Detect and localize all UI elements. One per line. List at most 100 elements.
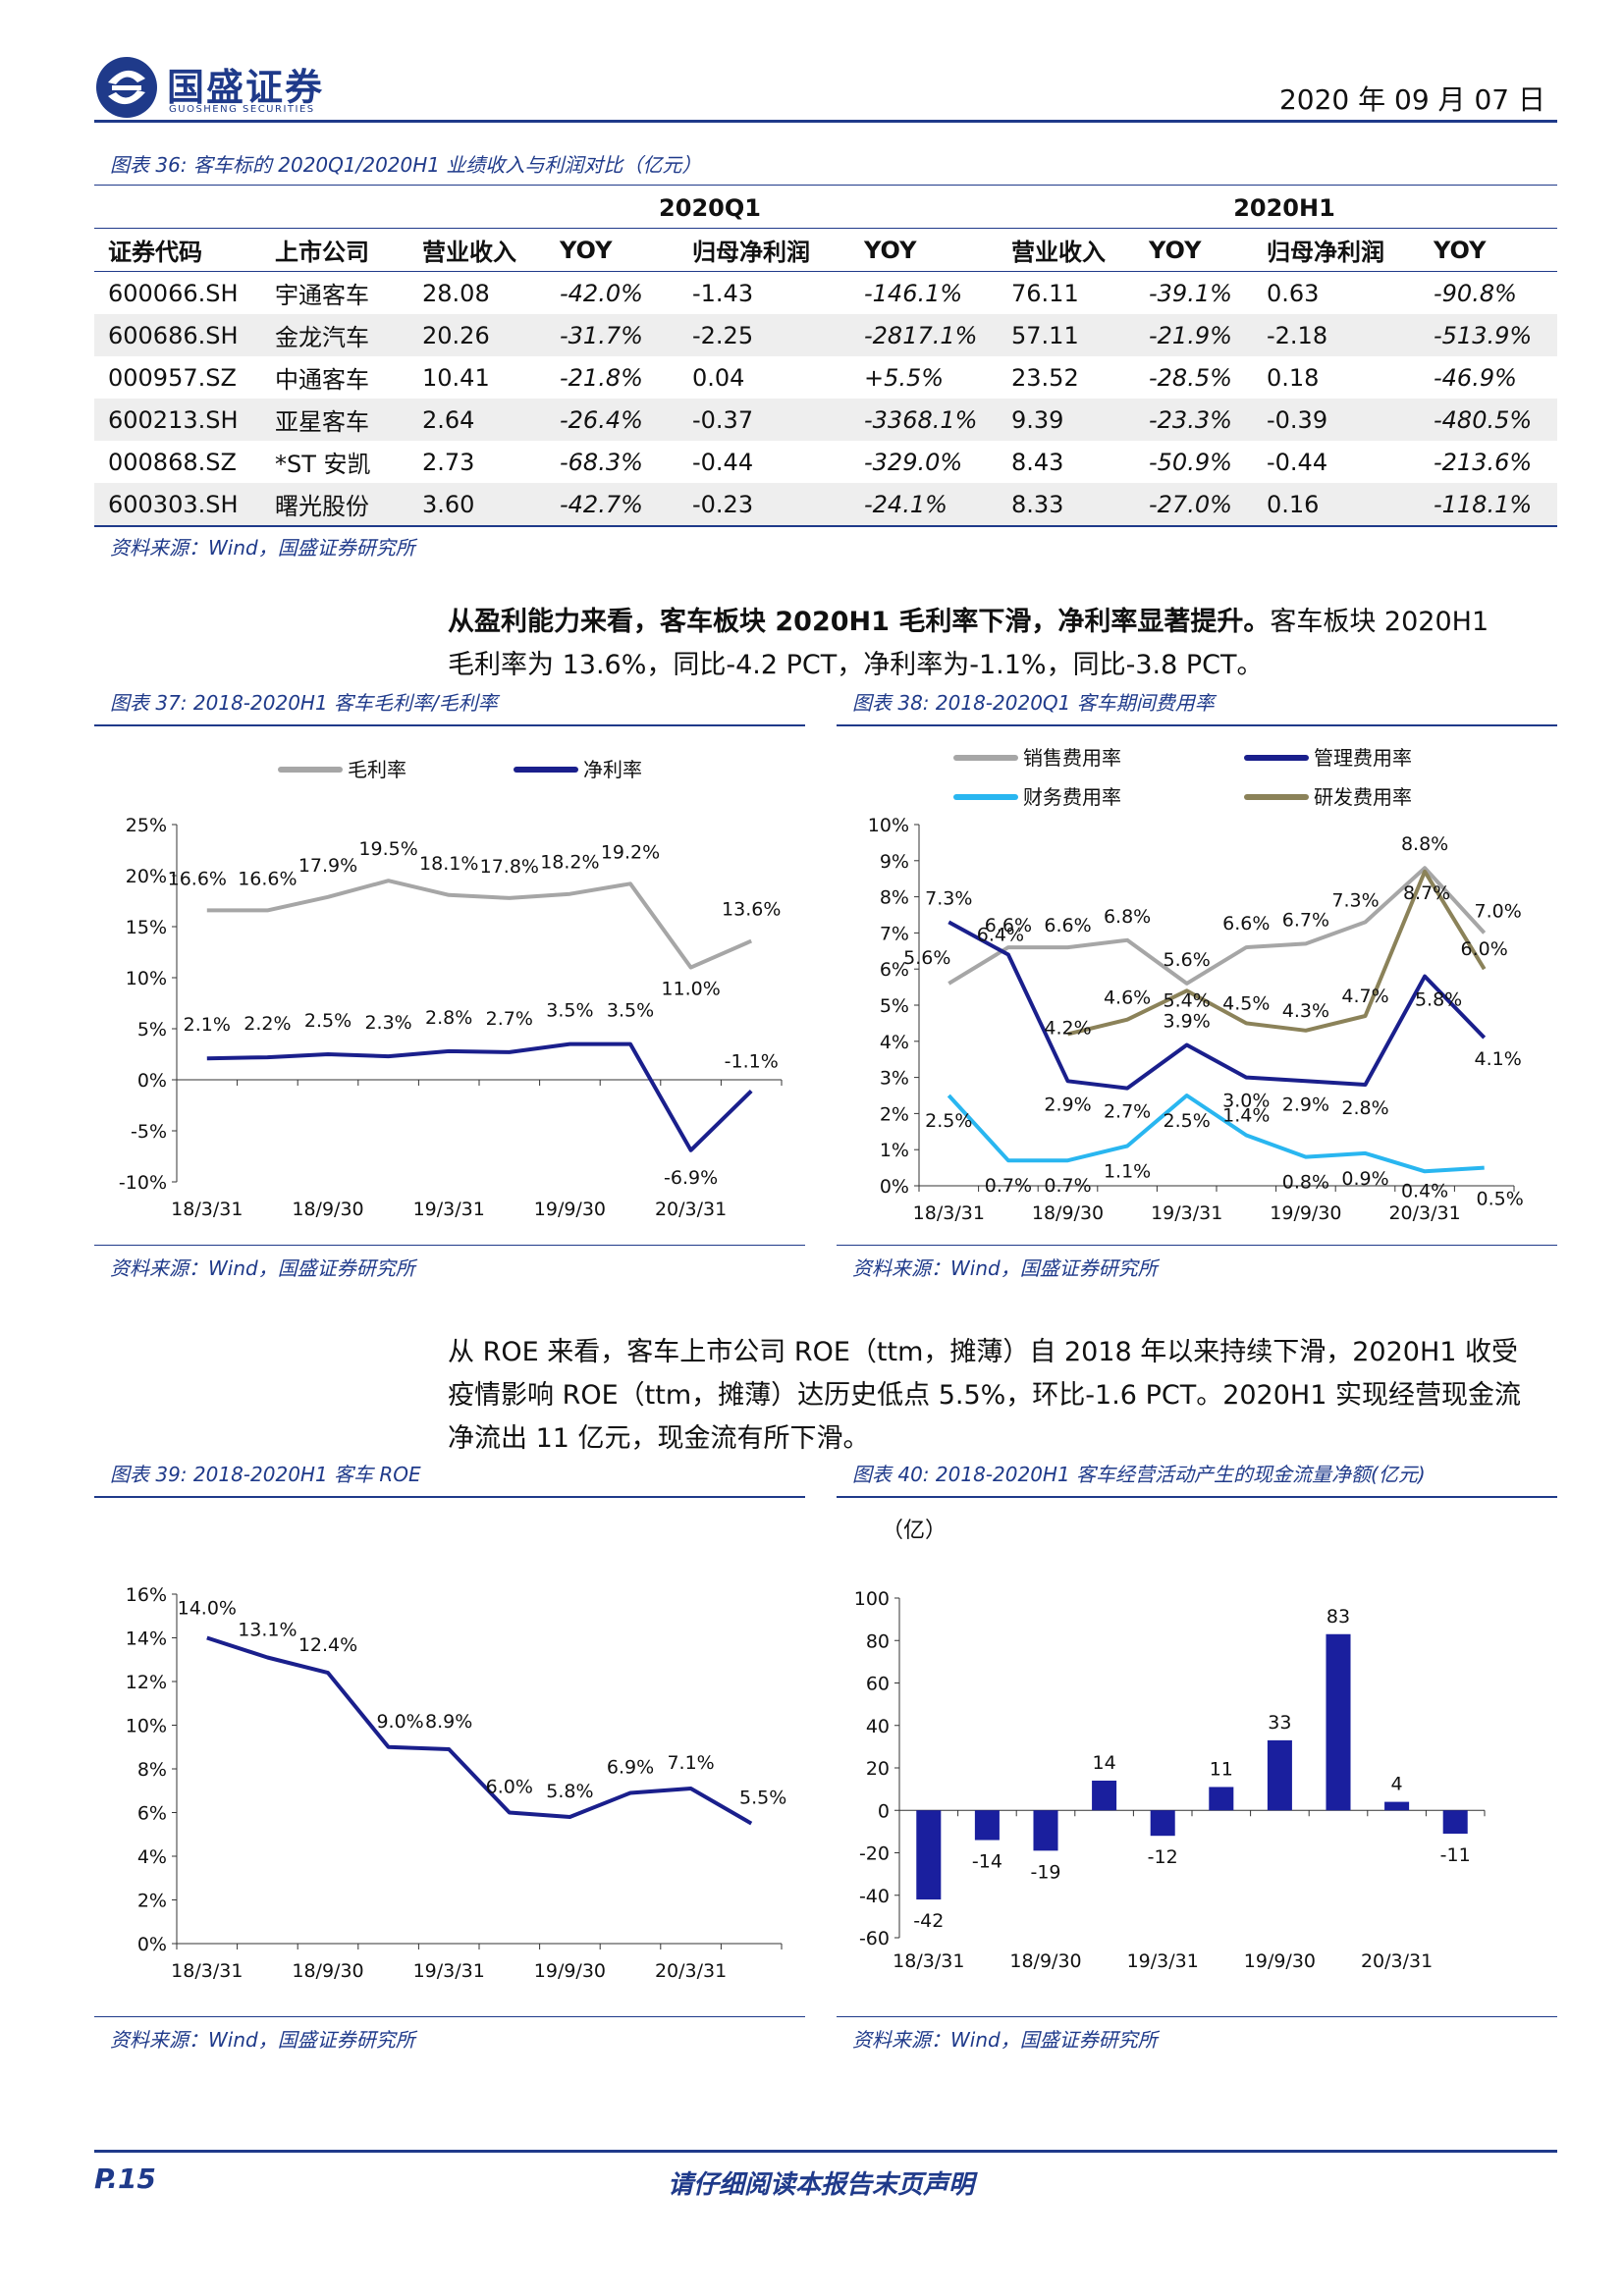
data-label: 0.4%	[1401, 1180, 1448, 1201]
series-line	[947, 866, 1487, 986]
data-label: -14	[972, 1851, 1002, 1873]
data-label: 6.0%	[486, 1777, 533, 1798]
chart37-source: 资料来源：Wind，国盛证券研究所	[110, 1256, 415, 1280]
cell: -50.9%	[1149, 448, 1232, 476]
bar	[1033, 1810, 1058, 1851]
chart39-caption: 图表 39: 2018-2020H1 客车 ROE	[110, 1463, 421, 1486]
x-tick-label: 18/9/30	[292, 1199, 363, 1220]
x-tick-label: 18/3/31	[171, 1960, 243, 1982]
data-label: 17.9%	[298, 855, 357, 877]
cell: 0.04	[692, 363, 745, 392]
bar	[974, 1810, 1000, 1841]
cell: -23.3%	[1135, 399, 1253, 441]
data-label: 12.4%	[298, 1634, 357, 1656]
y-tick-label: 7%	[880, 923, 909, 944]
paragraph-profitability: 从盈利能力来看，客车板块 2020H1 毛利率下滑，净利率显著提升。客车板块 2…	[448, 601, 1557, 687]
data-label: 5.8%	[1415, 989, 1462, 1011]
data-label: 5.4%	[1164, 989, 1211, 1011]
x-tick-label: 20/3/31	[655, 1199, 727, 1220]
table-row: 600213.SH 亚星客车 2.64 -26.4% -0.37 -3368.1% 9.39…	[94, 399, 1557, 441]
col-header: 归母净利润	[678, 228, 850, 272]
y-tick-label: 16%	[126, 1584, 167, 1606]
cell: 中通客车	[275, 366, 369, 394]
cell: -146.1%	[864, 279, 963, 307]
group-2020q1: 2020Q1	[659, 194, 761, 222]
data-label: 13.6%	[722, 899, 781, 921]
data-label: 4	[1391, 1774, 1403, 1795]
cell: 8.43	[1011, 448, 1064, 476]
chart37-rule	[94, 724, 805, 726]
data-label: 16.6%	[238, 868, 297, 889]
y-tick-label: 2%	[880, 1103, 909, 1125]
data-label: 2.8%	[425, 1007, 472, 1029]
data-label: 2.5%	[304, 1010, 352, 1032]
chart40-rule	[837, 1496, 1557, 1498]
x-tick-label: 18/3/31	[913, 1202, 985, 1224]
cell: -118.1%	[1420, 483, 1557, 527]
y-tick-label: 3%	[880, 1068, 909, 1090]
bar	[1326, 1633, 1351, 1811]
cell: 000957.SZ	[108, 363, 237, 392]
col-header: 证券代码	[94, 228, 261, 272]
para-text: 客车板块 2020H1	[1270, 607, 1489, 637]
data-label: 6.6%	[985, 915, 1032, 936]
para-bold: 从盈利能力来看，客车板块 2020H1 毛利率下滑，净利率显著提升。	[448, 607, 1271, 637]
brand-logo: 国盛证券 GUOSHENG SECURITIES	[94, 55, 350, 124]
data-label: 33	[1268, 1712, 1291, 1734]
cell: 600213.SH	[94, 399, 261, 441]
y-tick-label: 10%	[126, 1716, 167, 1737]
cell: -68.3%	[560, 448, 643, 476]
y-tick-label: 40	[866, 1716, 890, 1737]
legend-label: 财务费用率	[1023, 785, 1121, 809]
cell: -0.44	[692, 448, 754, 476]
x-tick-label: 20/3/31	[1361, 1950, 1433, 1972]
chart37-bottom-rule	[94, 1245, 805, 1246]
brand-name: 国盛证券	[167, 66, 325, 109]
data-label: 4.7%	[1341, 986, 1388, 1007]
y-tick-label: 5%	[880, 995, 909, 1017]
data-label: 8.9%	[425, 1711, 472, 1733]
chart39-rule	[94, 1496, 805, 1498]
data-label: 2.8%	[1341, 1097, 1388, 1119]
cell: 金龙汽车	[261, 314, 408, 356]
cell: 0.18	[1267, 363, 1320, 392]
y-tick-label: 20%	[126, 866, 167, 887]
cell: 亚星客车	[261, 399, 408, 441]
cell: 57.11	[998, 314, 1135, 356]
legend-label: 净利率	[583, 758, 642, 781]
bar	[1267, 1739, 1292, 1811]
y-tick-label: 8%	[880, 887, 909, 909]
data-label: -19	[1030, 1861, 1060, 1883]
y-tick-label: 4%	[137, 1846, 167, 1868]
data-label: 18.2%	[540, 852, 599, 874]
data-label: 1.4%	[1222, 1104, 1270, 1126]
cell: -39.1%	[1149, 279, 1232, 307]
cell: 2.64	[408, 399, 546, 441]
table-row: 000868.SZ *ST 安凯 2.73 -68.3% -0.44 -329.0% 8.4…	[94, 441, 1557, 483]
data-label: 0.7%	[985, 1175, 1032, 1197]
cell: 9.39	[998, 399, 1135, 441]
y-tick-label: 9%	[880, 851, 909, 873]
x-tick-label: 19/9/30	[534, 1960, 606, 1982]
series-line	[206, 1635, 753, 1826]
data-label: -1.1%	[725, 1050, 779, 1072]
data-label: 5.6%	[1164, 949, 1211, 971]
gross-net-margin-chart: 25% 20% 15% 10% 5% 0% -5% -10% 18/3/31 18/9/30 19/…	[94, 730, 805, 1245]
report-date: 2020 年 09 月 07 日	[1278, 83, 1545, 116]
x-tick-label: 19/9/30	[1270, 1202, 1341, 1224]
cell: -31.7%	[546, 314, 678, 356]
data-label: 4.1%	[1475, 1048, 1522, 1070]
para-text: 净流出 11 亿元，现金流有所下滑。	[448, 1423, 870, 1454]
chart38-bottom-rule	[837, 1245, 1557, 1246]
data-label: 2.9%	[1044, 1094, 1091, 1115]
data-label: 5.6%	[903, 947, 950, 969]
y-tick-label: 10%	[126, 968, 167, 989]
cell: -42.7%	[546, 483, 678, 527]
y-tick-label: -10%	[119, 1172, 167, 1194]
chart38-source: 资料来源：Wind，国盛证券研究所	[852, 1256, 1158, 1280]
legend-label: 毛利率	[348, 758, 406, 781]
col-header: 归母净利润	[1253, 228, 1420, 272]
para-text: 毛利率为 13.6%，同比-4.2 PCT，净利率为-1.1%，同比-3.8 P…	[448, 650, 1264, 680]
data-label: 6.7%	[1282, 909, 1329, 931]
chart40-caption: 图表 40: 2018-2020H1 客车经营活动产生的现金流量净额(亿元)	[852, 1463, 1426, 1486]
